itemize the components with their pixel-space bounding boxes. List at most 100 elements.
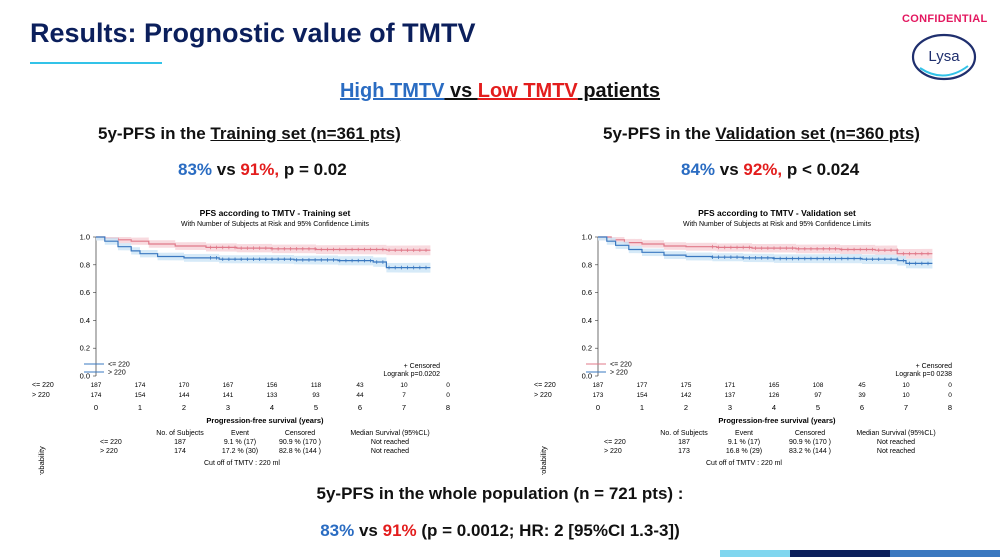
- censor-mark: [710, 244, 714, 249]
- training-stat-p: p = 0.02: [279, 160, 347, 179]
- summary-h4: Median Survival (95%CL): [350, 430, 429, 437]
- summary-r2-c3: 83.2 % (144 ): [789, 448, 831, 455]
- censor-mark: [766, 256, 770, 260]
- risk-value-high: 141: [223, 392, 234, 399]
- whole-population-stat: 83% vs 91% (p = 0.0012; HR: 2 [95%CI 1.3…: [0, 521, 1000, 541]
- x-axis-ticks: 0 1 2 3 4 5 6 7 8: [94, 403, 450, 412]
- censor-mark: [405, 248, 410, 253]
- censor-mark: [760, 256, 764, 260]
- censor-mark: [870, 257, 875, 262]
- censor-mark: [840, 256, 844, 261]
- censor-mark: [809, 256, 813, 261]
- censor-mark: [245, 257, 249, 262]
- validation-heading: 5y-PFS in the Validation set (n=360 pts): [603, 124, 920, 144]
- censor-mark: [387, 265, 391, 270]
- censored-note: + Censored: [404, 363, 440, 370]
- training-stat-high: 83%: [178, 160, 213, 179]
- summary-h3: Censored: [285, 430, 315, 437]
- censor-mark: [387, 248, 391, 253]
- x-tick-label: 0: [596, 403, 600, 412]
- censor-mark: [834, 256, 838, 261]
- censor-mark: [760, 246, 764, 250]
- risk-value-high: 126: [769, 392, 780, 399]
- censor-mark: [295, 258, 299, 262]
- censor-mark: [227, 257, 231, 262]
- training-heading-set: Training set (n=361 pts): [210, 124, 401, 143]
- censor-mark: [418, 265, 422, 270]
- y-tick-label: 0.4: [582, 316, 592, 325]
- training-stat: 83% vs 91%, p = 0.02: [178, 160, 347, 180]
- censor-mark: [319, 258, 323, 262]
- censor-mark: [405, 265, 410, 270]
- censor-mark: [753, 256, 758, 260]
- censor-mark: [264, 246, 268, 250]
- x-tick-label: 5: [314, 403, 318, 412]
- subtitle-rest: patients: [577, 80, 661, 102]
- censor-mark: [344, 247, 348, 252]
- risk-row-low: 187 177 175 171 165 108 45 10 0: [593, 382, 953, 389]
- x-tick-label: 2: [684, 403, 688, 412]
- censor-mark: [723, 255, 727, 259]
- censor-mark: [362, 258, 366, 263]
- chart-title: PFS according to TMTV - Training set: [200, 208, 351, 218]
- summary-r1-c0: <= 220: [100, 439, 122, 446]
- summary-table: No. of Subjects Event Censored Median Su…: [100, 430, 430, 467]
- risk-value-high: 44: [356, 392, 364, 399]
- censor-mark: [412, 265, 416, 270]
- censor-mark: [716, 245, 721, 250]
- censor-mark: [325, 247, 330, 252]
- y-tick-label: 1.0: [80, 233, 90, 242]
- censor-mark: [858, 256, 862, 261]
- x-tick-label: 3: [728, 403, 732, 412]
- censor-mark: [895, 248, 899, 253]
- censor-mark: [778, 246, 782, 250]
- risk-value-high: 137: [725, 392, 736, 399]
- risk-value-low: 187: [593, 382, 604, 389]
- ylabel: Survival Probability: [539, 446, 548, 475]
- censor-mark: [356, 258, 360, 263]
- cutoff-note: Cut off of TMTV : 220 ml: [706, 460, 782, 467]
- censor-mark: [412, 248, 416, 253]
- censor-mark: [834, 247, 838, 251]
- y-tick-label: 0.6: [582, 288, 592, 297]
- risk-value-low: 0: [446, 382, 450, 389]
- censor-mark: [214, 245, 219, 250]
- summary-h1: No. of Subjects: [660, 430, 708, 437]
- summary-r1-c3: 90.9 % (170 ): [789, 439, 831, 446]
- risk-label-low: <= 220: [32, 382, 54, 389]
- censor-mark: [716, 255, 721, 259]
- censor-mark: [809, 247, 813, 251]
- legend-label-high: > 220: [610, 370, 628, 377]
- validation-heading-prefix: 5y-PFS in the: [603, 124, 716, 143]
- censor-mark: [797, 247, 801, 251]
- chart-subtitle: With Number of Subjects at Risk and 95% …: [683, 221, 871, 228]
- footer-stat-vs: vs: [354, 521, 383, 540]
- censor-mark: [926, 261, 930, 266]
- censor-mark: [356, 247, 360, 252]
- logrank-note: Logrank p=0 0238: [895, 371, 952, 378]
- y-tick-label: 0.2: [80, 344, 90, 353]
- censor-mark: [877, 257, 881, 262]
- validation-stat: 84% vs 92%, p < 0.024: [681, 160, 859, 180]
- cutoff-note: Cut off of TMTV : 220 ml: [204, 460, 280, 467]
- risk-value-high: 142: [681, 392, 692, 399]
- chart-subtitle: With Number of Subjects at Risk and 95% …: [181, 221, 369, 228]
- censor-mark: [827, 247, 832, 251]
- summary-r2-c2: 17.2 % (30): [222, 448, 258, 455]
- censor-mark: [313, 258, 317, 262]
- censor-mark: [233, 245, 237, 250]
- risk-value-low: 10: [902, 382, 910, 389]
- y-tick-label: 0.8: [80, 260, 90, 269]
- y-tick-label: 1.0: [582, 233, 592, 242]
- censor-mark: [883, 248, 887, 253]
- logrank-note: Logrank p=0.0202: [383, 371, 440, 378]
- risk-value-low: 187: [91, 382, 102, 389]
- confidential-label: CONFIDENTIAL: [902, 13, 988, 25]
- summary-h4: Median Survival (95%CL): [856, 430, 935, 437]
- summary-r2-c1: 173: [678, 448, 690, 455]
- censor-mark: [889, 257, 893, 262]
- summary-r1-c4: Not reached: [371, 439, 409, 446]
- censor-mark: [251, 246, 256, 250]
- risk-value-low: 43: [356, 382, 364, 389]
- y-tick-label: 0.6: [80, 288, 90, 297]
